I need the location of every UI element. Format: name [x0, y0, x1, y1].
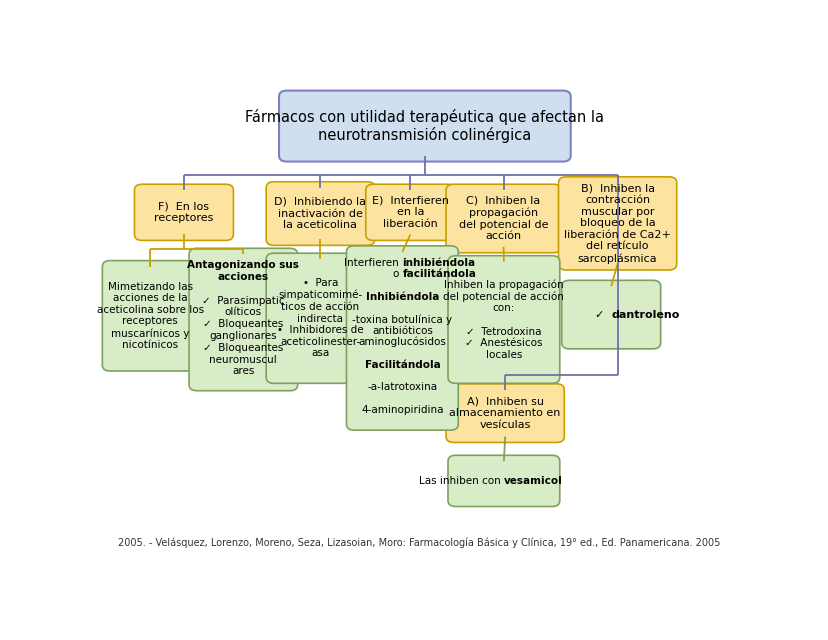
Text: C)  Inhiben la
propagación
del potencial de
acción: C) Inhiben la propagación del potencial …	[458, 196, 547, 241]
Text: Fármacos con utilidad terapéutica que afectan la
neurotransmisión colinérgica: Fármacos con utilidad terapéutica que af…	[245, 109, 604, 143]
FancyBboxPatch shape	[266, 182, 374, 245]
Text: ✓  Bloqueantes: ✓ Bloqueantes	[203, 343, 283, 353]
FancyBboxPatch shape	[346, 246, 458, 430]
FancyBboxPatch shape	[266, 253, 374, 383]
Text: o: o	[392, 269, 402, 279]
Text: A)  Inhiben su
almacenamiento en
vesículas: A) Inhiben su almacenamiento en vesícula…	[449, 397, 561, 429]
Text: ✓  Parasimpatic: ✓ Parasimpatic	[202, 296, 284, 305]
Text: •  Para
simpaticomimé-
ticos de acción
indirecta
•  Inhibidores de
aceticolinest: • Para simpaticomimé- ticos de acción in…	[277, 278, 363, 358]
Text: Las inhiben con: Las inhiben con	[418, 476, 503, 486]
Text: Facilitándola: Facilitándola	[364, 360, 440, 369]
Text: dantroleno: dantroleno	[610, 310, 679, 319]
Text: ganglionares: ganglionares	[209, 331, 277, 341]
FancyBboxPatch shape	[134, 184, 233, 241]
Text: ✓: ✓	[594, 310, 610, 319]
Text: 4-aminopiridina: 4-aminopiridina	[361, 405, 443, 415]
FancyBboxPatch shape	[445, 184, 561, 253]
FancyBboxPatch shape	[558, 177, 676, 270]
FancyBboxPatch shape	[447, 455, 559, 506]
FancyBboxPatch shape	[189, 248, 297, 390]
FancyBboxPatch shape	[102, 260, 198, 371]
Text: inhibiéndola: inhibiéndola	[402, 257, 475, 268]
FancyBboxPatch shape	[365, 184, 455, 241]
Text: 2005. - Velásquez, Lorenzo, Moreno, Seza, Lizasoian, Moro: Farmacología Básica y: 2005. - Velásquez, Lorenzo, Moreno, Seza…	[118, 537, 720, 548]
Text: F)  En los
receptores: F) En los receptores	[154, 202, 214, 223]
Text: antibióticos: antibióticos	[372, 326, 432, 335]
Text: facilitándola: facilitándola	[402, 269, 475, 279]
Text: ares: ares	[232, 367, 254, 376]
Text: vesamicol: vesamicol	[503, 476, 562, 486]
Text: neuromuscul: neuromuscul	[209, 355, 277, 365]
FancyBboxPatch shape	[561, 280, 660, 349]
Text: acciones: acciones	[218, 272, 268, 282]
Text: E)  Interfieren
en la
liberación: E) Interfieren en la liberación	[372, 196, 449, 229]
Text: aminoglucósidos: aminoglucósidos	[358, 337, 445, 347]
Text: Inhibiéndola: Inhibiéndola	[365, 292, 439, 301]
Text: olíticos: olíticos	[224, 307, 262, 317]
Text: ✓  Bloqueantes: ✓ Bloqueantes	[203, 319, 283, 329]
Text: Antagonizando sus: Antagonizando sus	[187, 260, 299, 270]
FancyBboxPatch shape	[279, 91, 570, 161]
FancyBboxPatch shape	[447, 256, 559, 383]
Text: B)  Inhiben la
contracción
muscular por
bloqueo de la
liberación de Ca2+
del ret: B) Inhiben la contracción muscular por b…	[564, 183, 670, 264]
Text: Interfieren: Interfieren	[344, 257, 402, 268]
Text: -toxina botulínica y: -toxina botulínica y	[352, 314, 452, 324]
FancyBboxPatch shape	[445, 384, 564, 442]
Text: Mimetizando las
acciones de la
aceticolina sobre los
receptores
muscarínicos y
n: Mimetizando las acciones de la aceticoli…	[97, 282, 204, 350]
Text: D)  Inhibiendo la
inactivación de
la aceticolina: D) Inhibiendo la inactivación de la acet…	[274, 197, 366, 230]
Text: -a-latrotoxina: -a-latrotoxina	[367, 382, 437, 392]
Text: Inhiben la propagación
del potencial de acción
con:

✓  Tetrodoxina
✓  Anestésic: Inhiben la propagación del potencial de …	[443, 279, 564, 360]
